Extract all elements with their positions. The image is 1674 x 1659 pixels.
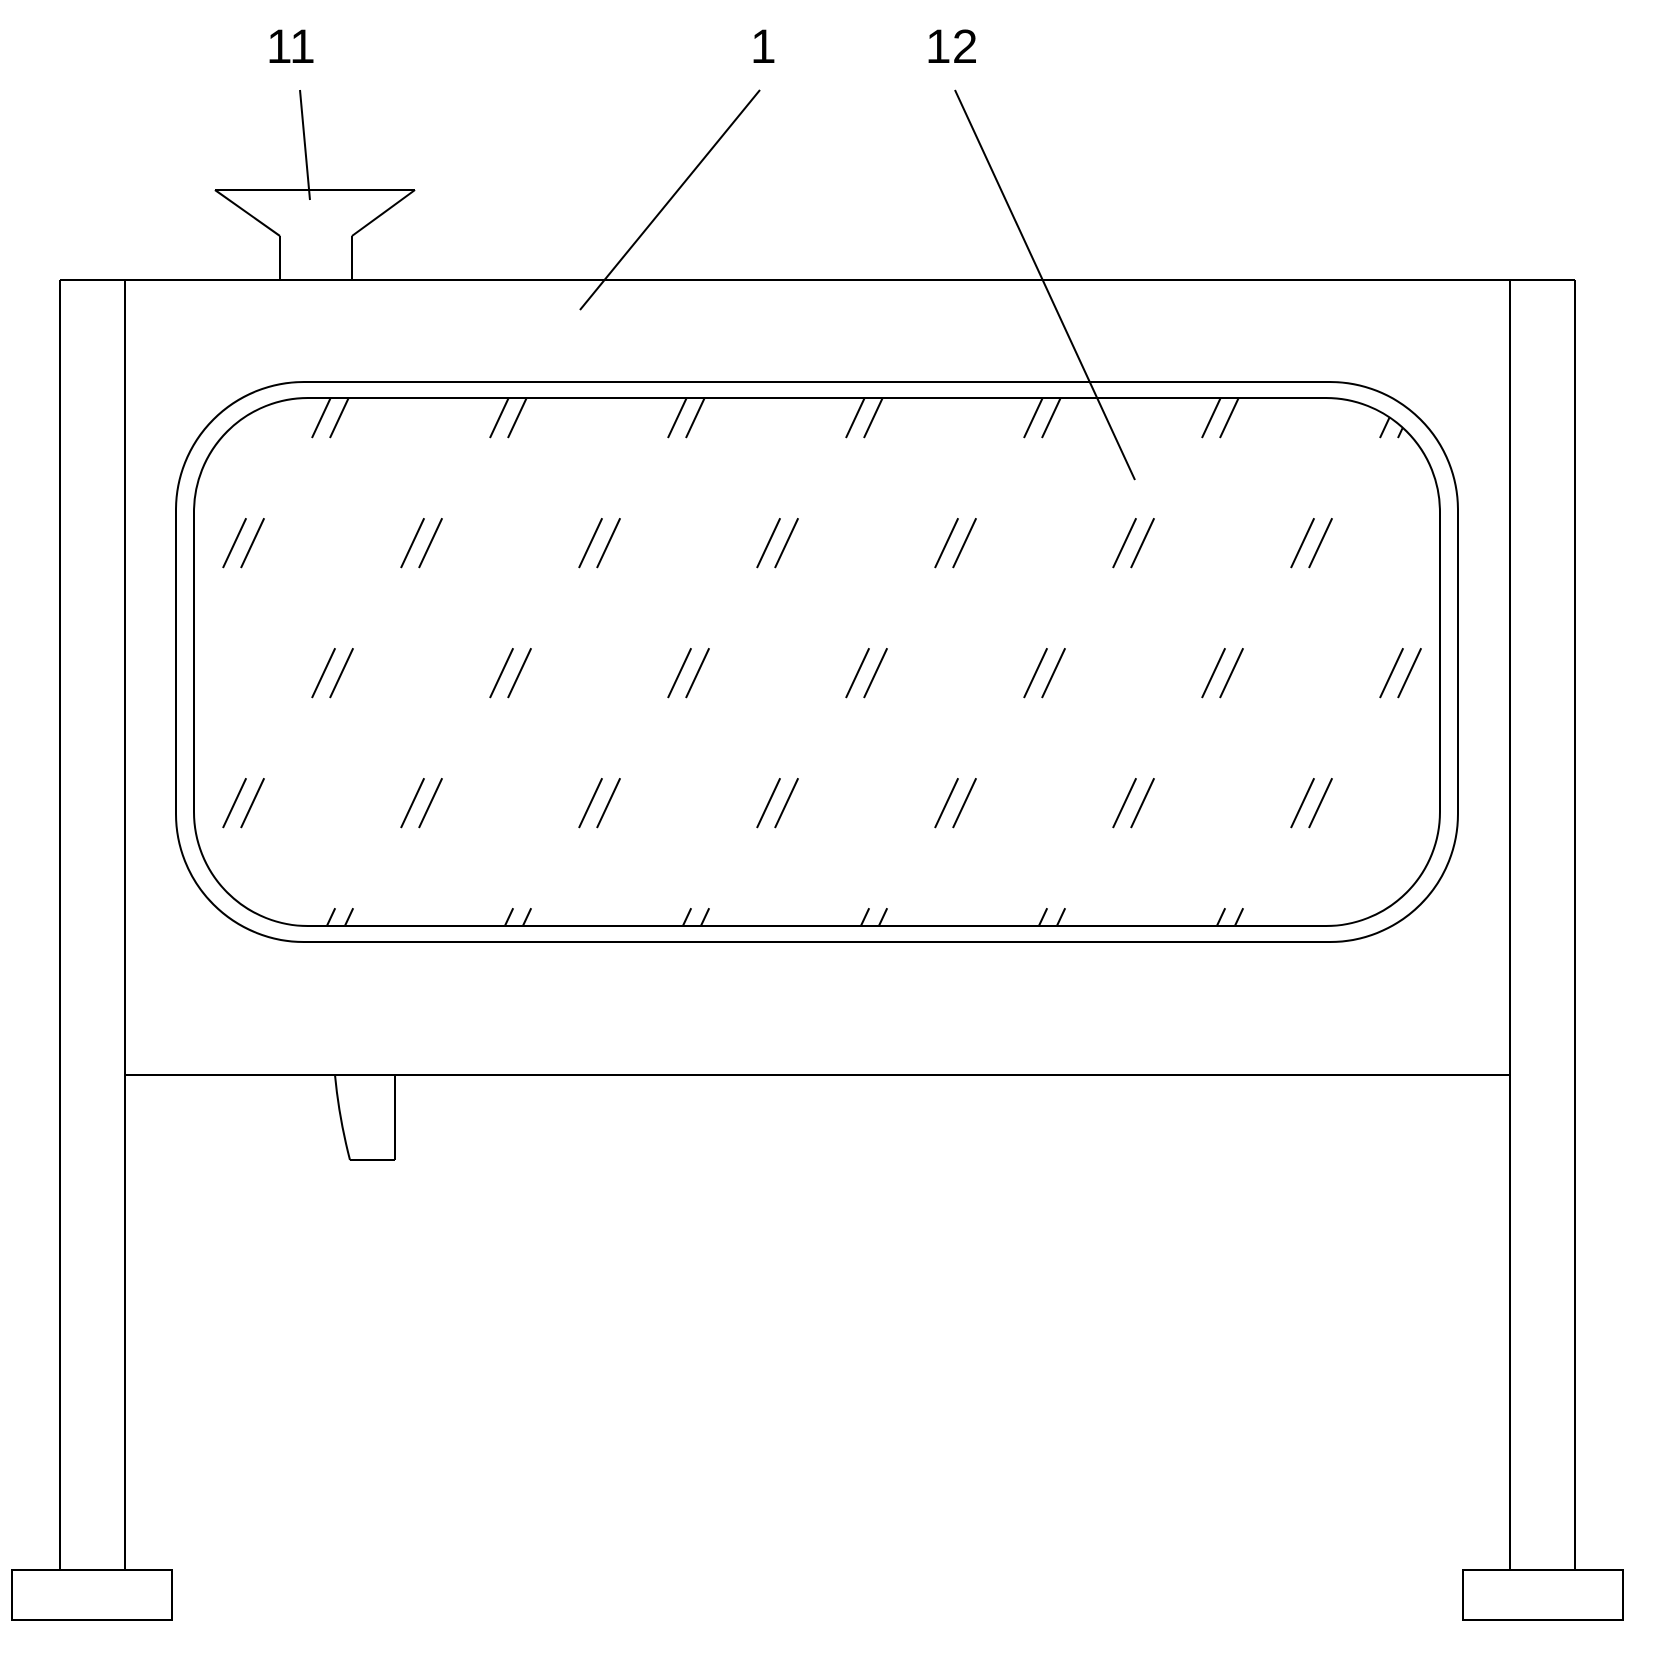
callout-label-12: 12: [925, 20, 978, 75]
callout-label-11: 11: [266, 20, 316, 75]
diagram-canvas: [0, 0, 1674, 1659]
callout-label-1: 1: [750, 20, 777, 75]
